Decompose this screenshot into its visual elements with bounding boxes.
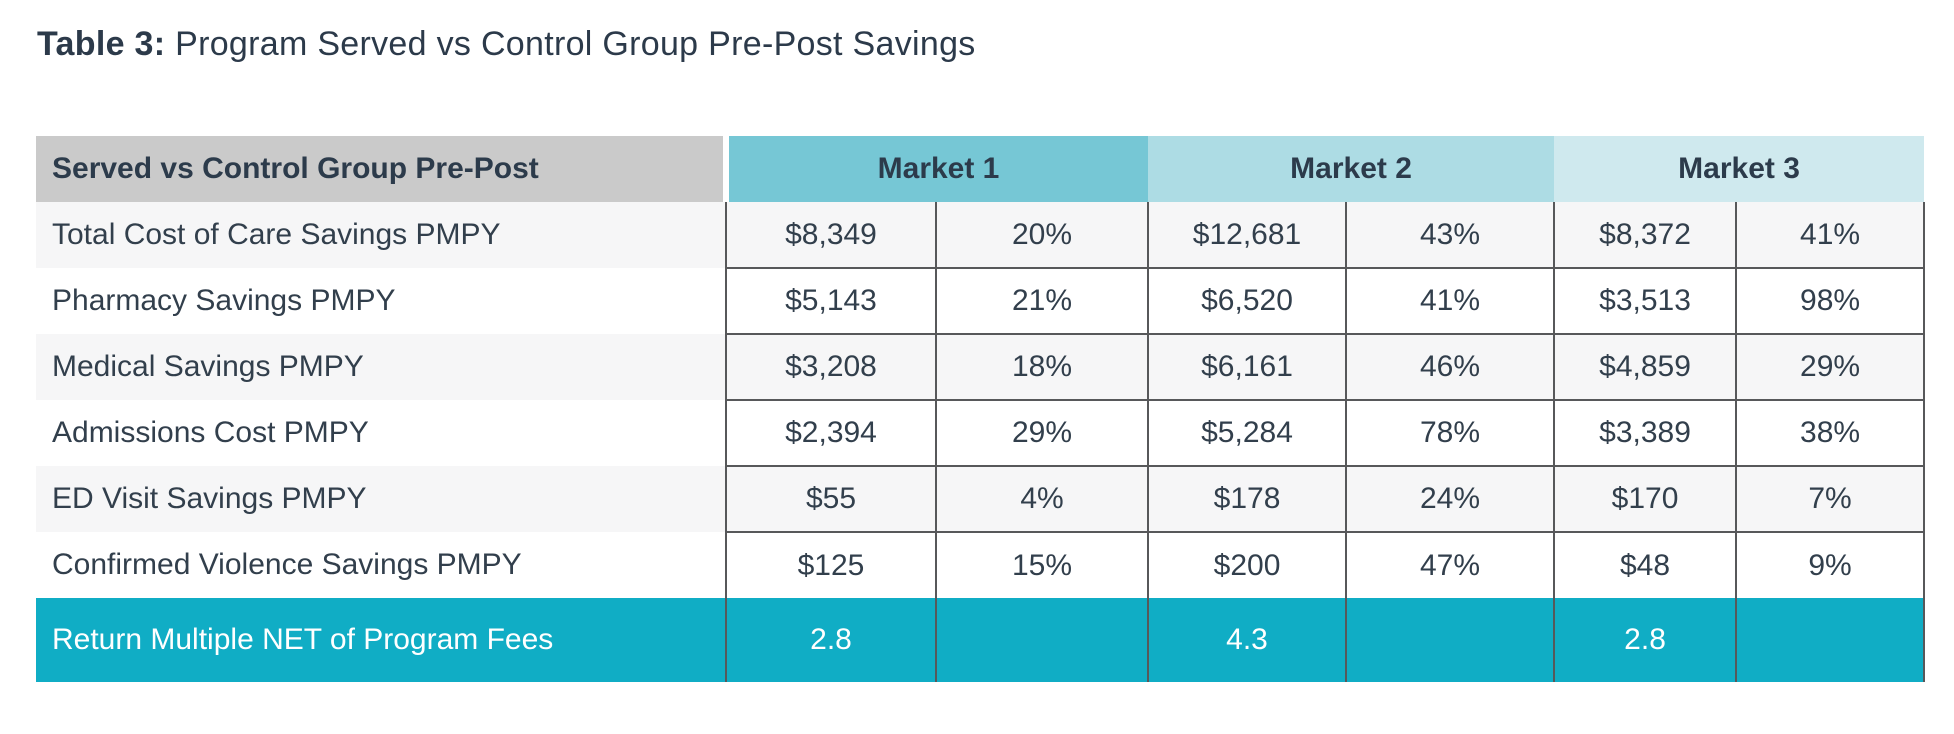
cell-value: 9%: [1735, 532, 1926, 598]
corner-header: Served vs Control Group Pre-Post: [36, 136, 729, 202]
cell-value: 98%: [1735, 268, 1926, 335]
table-row: Medical Savings PMPY $3,208 18% $6,161 4…: [36, 334, 1926, 401]
market-2-header: Market 2: [1148, 136, 1555, 202]
cell-value: $6,161: [1147, 334, 1348, 401]
cell-value: $178: [1147, 466, 1348, 533]
cell-value: $8,372: [1553, 202, 1738, 269]
cell-value: 24%: [1345, 466, 1556, 533]
table-row: ED Visit Savings PMPY $55 4% $178 24% $1…: [36, 466, 1926, 533]
savings-table: Served vs Control Group Pre-Post Market …: [36, 136, 1926, 682]
cell-value: 47%: [1345, 532, 1556, 598]
cell-value: $3,389: [1553, 400, 1738, 467]
market-1-header: Market 1: [726, 136, 1149, 202]
table-title: Table 3: Program Served vs Control Group…: [37, 24, 976, 65]
cell-value: 4%: [934, 466, 1150, 533]
cell-value: 41%: [1735, 202, 1926, 269]
table-row: Pharmacy Savings PMPY $5,143 21% $6,520 …: [36, 268, 1926, 335]
cell-value: $5,284: [1147, 400, 1348, 467]
footer-cell-value: 2.8: [725, 598, 937, 682]
cell-value: $170: [1553, 466, 1738, 533]
cell-value: 18%: [934, 334, 1150, 401]
footer-cell-value: 2.8: [1553, 598, 1738, 682]
cell-value: $48: [1553, 532, 1738, 598]
cell-value: $2,394: [725, 400, 937, 467]
table-title-prefix: Table 3:: [37, 25, 166, 63]
row-label: Medical Savings PMPY: [52, 350, 364, 383]
cell-value: $4,859: [1553, 334, 1738, 401]
cell-value: 46%: [1345, 334, 1556, 401]
market-3-header: Market 3: [1554, 136, 1925, 202]
footer-cell-value: [934, 598, 1150, 682]
cell-value: $3,513: [1553, 268, 1738, 335]
cell-value: 7%: [1735, 466, 1926, 533]
header-row: Served vs Control Group Pre-Post Market …: [36, 136, 1925, 202]
cell-value: 78%: [1345, 400, 1556, 467]
cell-value: $3,208: [725, 334, 937, 401]
cell-value: 29%: [1735, 334, 1926, 401]
row-label: Total Cost of Care Savings PMPY: [52, 218, 501, 251]
table-title-text: Program Served vs Control Group Pre-Post…: [165, 25, 976, 63]
footer-cell-value: [1735, 598, 1926, 682]
row-label: Pharmacy Savings PMPY: [52, 284, 396, 317]
cell-value: $5,143: [725, 268, 937, 335]
cell-value: 41%: [1345, 268, 1556, 335]
cell-value: 43%: [1345, 202, 1556, 269]
cell-value: 21%: [934, 268, 1150, 335]
footer-row: Return Multiple NET of Program Fees 2.8 …: [36, 598, 1926, 682]
row-label: Admissions Cost PMPY: [52, 416, 369, 449]
cell-value: 29%: [934, 400, 1150, 467]
cell-value: $12,681: [1147, 202, 1348, 269]
cell-value: 38%: [1735, 400, 1926, 467]
row-label: ED Visit Savings PMPY: [52, 482, 367, 515]
table-row: Confirmed Violence Savings PMPY $125 15%…: [36, 532, 1926, 598]
cell-value: 20%: [934, 202, 1150, 269]
cell-value: $8,349: [725, 202, 937, 269]
row-label: Confirmed Violence Savings PMPY: [52, 548, 522, 581]
cell-value: 15%: [934, 532, 1150, 598]
footer-row-label: Return Multiple NET of Program Fees: [52, 623, 554, 656]
cell-value: $125: [725, 532, 937, 598]
cell-value: $55: [725, 466, 937, 533]
footer-cell-value: [1345, 598, 1556, 682]
table-row: Admissions Cost PMPY $2,394 29% $5,284 7…: [36, 400, 1926, 467]
cell-value: $200: [1147, 532, 1348, 598]
table-row: Total Cost of Care Savings PMPY $8,349 2…: [36, 202, 1926, 269]
cell-value: $6,520: [1147, 268, 1348, 335]
footer-cell-value: 4.3: [1147, 598, 1348, 682]
